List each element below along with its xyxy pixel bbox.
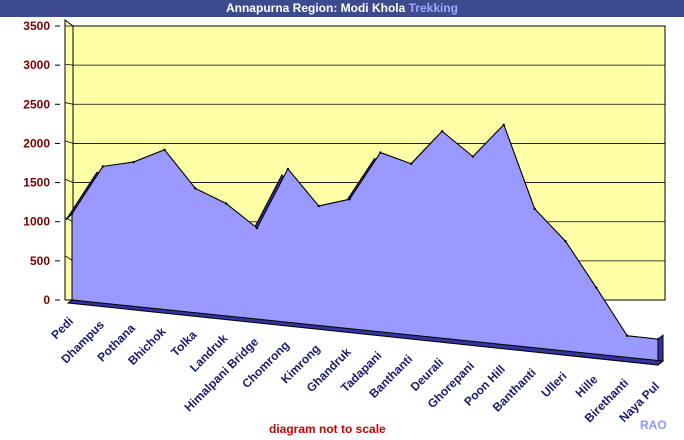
- data-point: [656, 337, 660, 341]
- chart-title: Annapurna Region: Modi Khola Trekking: [0, 0, 684, 17]
- data-point: [70, 212, 74, 216]
- scale-note: diagram not to scale: [269, 422, 386, 436]
- data-point: [348, 198, 351, 201]
- x-tick-label: Pedi: [48, 314, 76, 342]
- data-point: [286, 167, 290, 171]
- data-point: [132, 160, 135, 164]
- gridline-side: [64, 140, 74, 144]
- x-tick-label: Hille: [573, 372, 601, 400]
- data-point: [471, 155, 475, 158]
- data-point: [440, 130, 444, 133]
- y-tick-label: 2500: [23, 97, 50, 111]
- y-tick-label: 0: [43, 293, 50, 307]
- data-point: [410, 162, 413, 166]
- gridline-side: [64, 63, 74, 66]
- x-tick-label: Ulleri: [538, 369, 569, 400]
- data-point: [194, 187, 197, 190]
- y-tick-label: 2000: [23, 136, 50, 150]
- title-accent: Trekking: [408, 1, 459, 15]
- gridline-side: [64, 102, 74, 105]
- data-point: [625, 334, 629, 337]
- x-tick-label: Tolka: [168, 328, 200, 360]
- author-credit: RAO: [640, 418, 667, 432]
- y-tick-label: 3500: [23, 19, 50, 33]
- data-point: [255, 226, 259, 230]
- data-point: [564, 240, 567, 243]
- data-point: [595, 286, 598, 289]
- y-tick-label: 1000: [23, 215, 50, 229]
- gridline-side: [64, 178, 74, 183]
- data-point: [317, 204, 320, 208]
- data-point: [163, 148, 166, 151]
- y-tick-label: 500: [30, 254, 50, 268]
- data-point: [533, 207, 536, 211]
- data-point: [379, 151, 382, 154]
- title-main: Annapurna Region: Modi Khola: [225, 1, 406, 15]
- data-point: [101, 165, 105, 168]
- y-tick-label: 1500: [23, 176, 50, 190]
- data-point: [502, 123, 505, 126]
- data-point: [225, 202, 228, 205]
- y-tick-label: 3000: [23, 58, 50, 72]
- chart-floor-edge: [66, 299, 665, 366]
